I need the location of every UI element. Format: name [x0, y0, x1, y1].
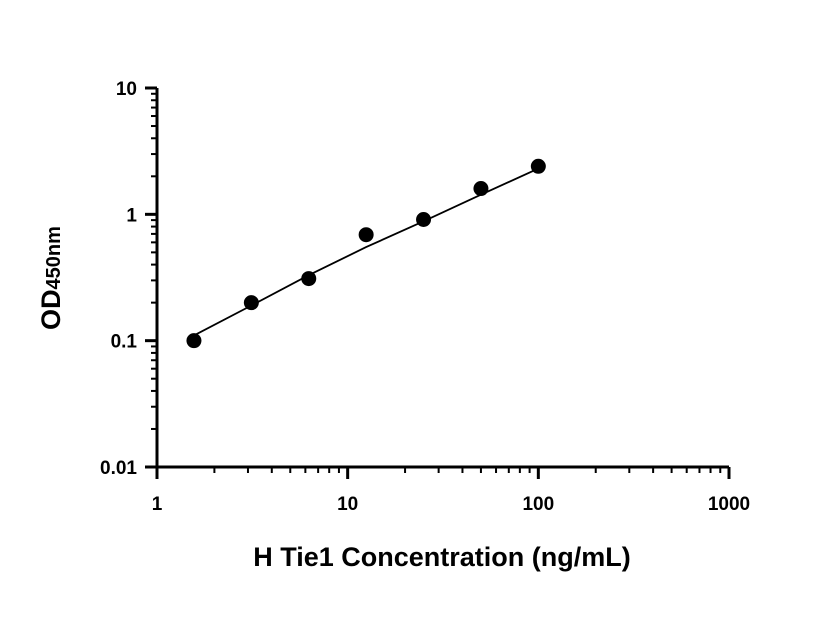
data-point: [416, 212, 432, 228]
x-tick-label: 100: [522, 494, 554, 515]
x-tick-label: 10: [337, 494, 358, 515]
data-point: [358, 227, 374, 243]
x-tick-label: 1000: [708, 494, 750, 515]
data-point: [473, 181, 489, 197]
data-point: [186, 333, 202, 349]
x-axis-title: H Tie1 Concentration (ng/mL): [253, 542, 631, 572]
data-point: [243, 295, 259, 311]
y-axis-title-subscript: 450nm: [43, 226, 65, 289]
x-tick-label: 1: [152, 494, 163, 515]
y-tick-label: 0.01: [100, 458, 137, 479]
data-point: [530, 158, 546, 174]
axes: [155, 88, 729, 469]
y-axis-title-main: OD: [36, 289, 66, 330]
y-tick-label: 0.1: [111, 332, 138, 353]
y-tick-label: 1: [126, 205, 137, 226]
y-axis-title: OD450nm: [36, 226, 66, 330]
svg-text:OD450nm: OD450nm: [36, 226, 66, 330]
data-points: [186, 158, 546, 349]
y-tick-label: 10: [116, 79, 137, 100]
ticks: 0.01 0.1 1 10 1 10 100 1000: [100, 79, 750, 515]
data-point: [301, 271, 317, 287]
fit-curve: [193, 167, 539, 337]
